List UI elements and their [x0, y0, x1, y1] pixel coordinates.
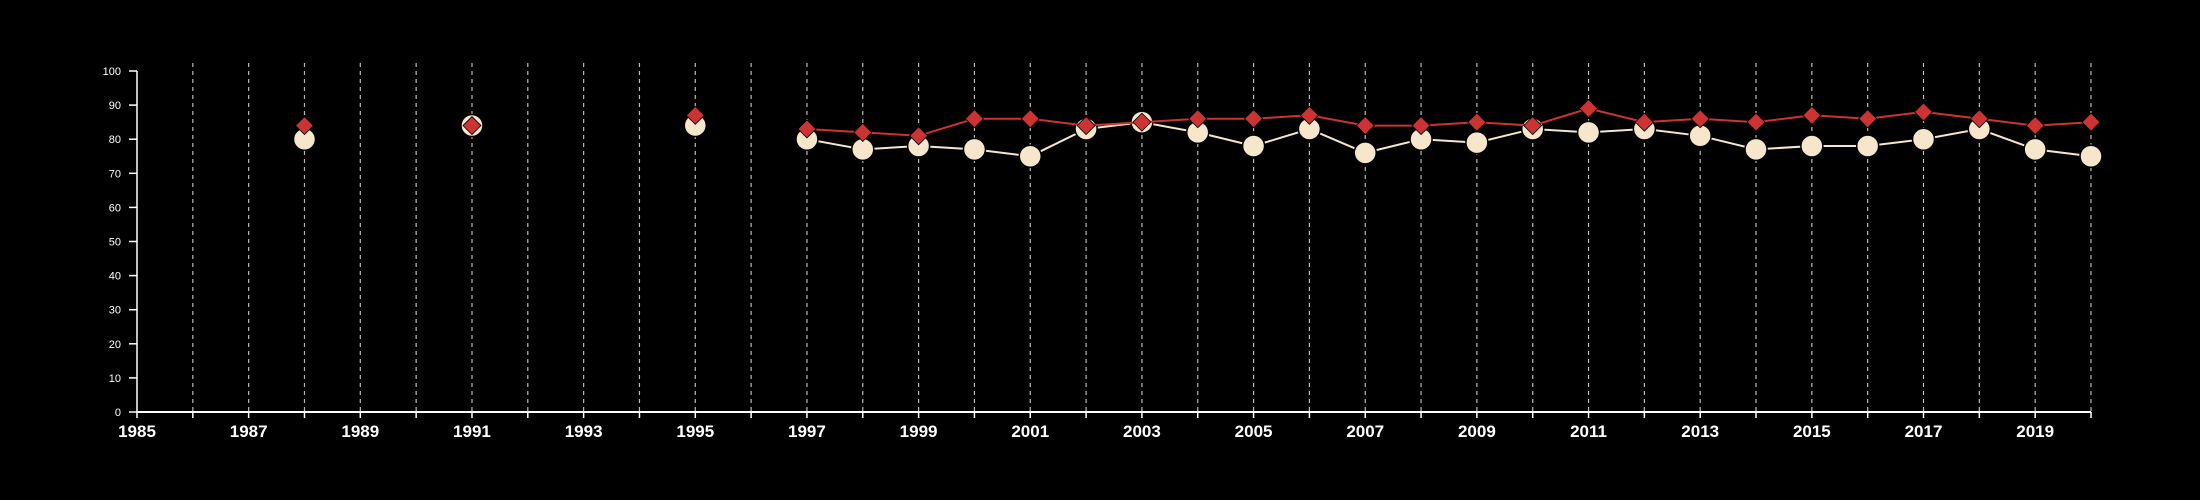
data-point-diamond	[1802, 105, 1822, 125]
x-tick-label: 2003	[1123, 422, 1161, 441]
data-point-circle	[2079, 144, 2103, 168]
data-point-diamond	[1634, 112, 1654, 132]
x-tick-label: 1995	[676, 422, 714, 441]
data-point-circle	[962, 137, 987, 162]
y-tick-label: 40	[109, 271, 121, 283]
data-point-diamond	[1523, 115, 1543, 136]
x-tick-label: 2009	[1458, 422, 1496, 441]
data-point-diamond	[1355, 115, 1375, 136]
data-point-circle	[1576, 120, 1601, 145]
y-tick-label: 80	[109, 134, 121, 146]
x-tick-label: 2011	[1570, 422, 1607, 441]
series-circle-group	[292, 110, 2103, 168]
x-tick-label: 2001	[1011, 422, 1049, 441]
y-tick-label: 20	[109, 339, 121, 351]
x-tick-label: 1989	[341, 422, 379, 441]
x-tick-label: 1987	[230, 422, 268, 441]
data-point-diamond	[1244, 109, 1264, 129]
data-point-diamond	[2025, 115, 2045, 136]
data-point-diamond	[685, 105, 705, 125]
data-point-diamond	[1913, 102, 1934, 122]
series-diamond-group	[294, 98, 2101, 146]
y-tick-label: 100	[103, 66, 121, 78]
y-tick-label: 60	[109, 202, 121, 214]
x-tick-label: 1997	[788, 422, 826, 441]
data-point-circle	[2023, 137, 2047, 162]
data-point-diamond	[1690, 109, 1710, 129]
series-diamond-line	[806, 107, 2092, 137]
y-tick-label: 50	[109, 237, 121, 249]
y-tick-label: 10	[109, 373, 121, 385]
y-tick-label: 90	[109, 100, 121, 112]
x-tick-label: 2005	[1235, 422, 1273, 441]
data-point-diamond	[1188, 109, 1208, 129]
y-tick-label: 70	[109, 168, 121, 180]
data-point-diamond	[2081, 112, 2101, 132]
data-point-circle	[1855, 134, 1880, 158]
data-point-circle	[1800, 134, 1824, 158]
data-point-diamond	[1467, 112, 1487, 132]
data-point-diamond	[1132, 112, 1152, 132]
x-tick-label: 1999	[900, 422, 938, 441]
x-tick-label: 1991	[453, 422, 491, 441]
data-point-circle	[1353, 141, 1377, 165]
data-point-diamond	[1578, 98, 1599, 119]
data-point-diamond	[1076, 115, 1096, 136]
data-point-diamond	[964, 109, 984, 129]
x-tick-label: 2017	[1905, 422, 1943, 441]
data-point-diamond	[1020, 109, 1040, 129]
data-point-diamond	[1746, 112, 1766, 132]
x-tick-label: 2019	[2016, 422, 2054, 441]
x-tick-label: 2007	[1346, 422, 1384, 441]
axis-layer: 0 10 20 30 40 50 60 70 80 90 100 1985 1987 1989 1991 19…	[103, 66, 2092, 441]
data-point-diamond	[462, 115, 482, 136]
series-layer	[292, 98, 2103, 168]
x-tick-label: 2013	[1681, 422, 1719, 441]
data-point-diamond	[853, 122, 873, 142]
data-point-circle	[1018, 144, 1043, 168]
data-point-diamond	[1969, 109, 1989, 129]
data-point-diamond	[1411, 115, 1431, 136]
data-point-diamond	[1299, 105, 1319, 125]
x-tick-label: 2015	[1793, 422, 1831, 441]
data-point-circle	[1241, 134, 1266, 158]
x-tick-label: 1993	[565, 422, 603, 441]
y-tick-label: 30	[109, 305, 121, 317]
data-point-circle	[1744, 137, 1768, 162]
x-tick-label: 1985	[118, 422, 156, 441]
data-point-diamond	[797, 119, 817, 139]
data-point-diamond	[1858, 109, 1878, 129]
series-circle-line	[806, 121, 2092, 158]
y-tick-label: 0	[115, 407, 121, 419]
data-point-circle	[1465, 130, 1489, 155]
data-point-circle	[1911, 127, 1936, 151]
data-point-diamond	[909, 126, 929, 146]
data-point-diamond	[294, 115, 315, 136]
